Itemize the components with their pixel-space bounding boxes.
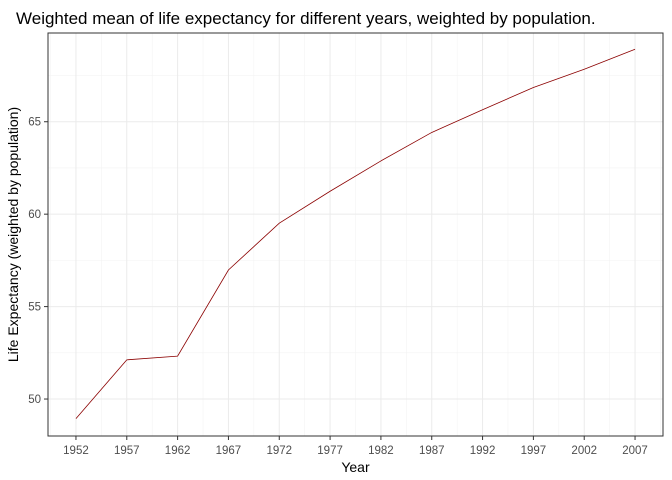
y-tick-label: 55 [28,302,41,314]
x-tick-label: 1952 [63,445,89,457]
x-tick-label: 2007 [622,445,648,457]
x-tick-label: 1957 [114,445,140,457]
axis-ticks: 1952 1957 1962 1967 1972 1977 1982 1987 1992 1997… [28,117,648,457]
series-layer [75,48,636,419]
x-axis-title: Year [341,459,370,475]
x-tick-label: 1977 [317,445,343,457]
y-tick-label: 65 [28,117,41,129]
x-tick-label: 1992 [470,445,496,457]
x-tick-label: 1987 [419,445,445,457]
x-tick-label: 1972 [266,445,292,457]
y-axis-title: Life Expectancy (weighted by population) [5,107,21,362]
y-tick-label: 60 [28,209,41,221]
x-tick-label: 2002 [571,445,597,457]
chart-title: Weighted mean of life expectancy for dif… [16,9,596,28]
x-tick-label: 1997 [521,445,547,457]
y-tick-label: 50 [28,394,41,406]
x-tick-label: 1982 [368,445,394,457]
x-tick-label: 1962 [165,445,191,457]
x-tick-label: 1967 [216,445,242,457]
major-gridlines [48,33,663,436]
series-line [75,48,636,419]
minor-gridlines [48,33,663,436]
plot-panel-border [47,32,664,437]
